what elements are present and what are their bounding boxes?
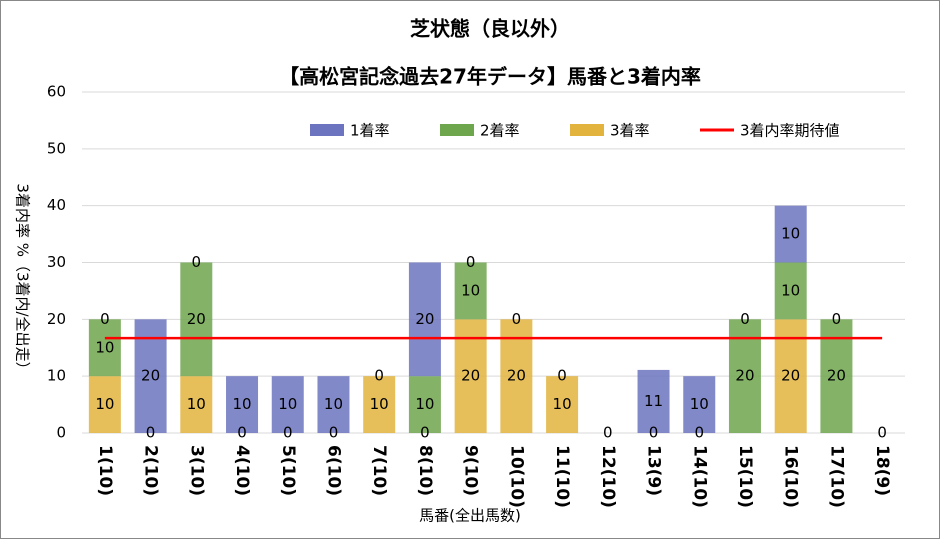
- y-tick-label: 0: [56, 424, 66, 442]
- data-label: 10: [781, 225, 800, 243]
- x-tick-label: 6(10): [323, 445, 343, 496]
- data-label: 0: [374, 367, 384, 385]
- x-tick-label: 7(10): [369, 445, 389, 496]
- data-label: 0: [877, 424, 887, 442]
- data-label: 10: [95, 338, 114, 356]
- legend-label: 1着率: [350, 122, 390, 140]
- x-tick-label: 4(10): [232, 445, 252, 496]
- bar-segment: [180, 262, 213, 377]
- y-tick-label: 60: [47, 83, 66, 101]
- data-label: 10: [461, 281, 480, 299]
- data-label: 0: [649, 424, 659, 442]
- bar-segment: [546, 376, 579, 433]
- data-label: 0: [420, 424, 430, 442]
- bar-segment: [180, 376, 213, 433]
- x-tick-label: 12(10): [598, 445, 618, 508]
- legend-label: 2着率: [480, 122, 520, 140]
- x-tick-label: 9(10): [461, 445, 481, 496]
- data-label: 0: [832, 310, 842, 328]
- bar-segment: [88, 376, 121, 433]
- y-tick-label: 30: [47, 253, 66, 271]
- legend-swatch: [570, 124, 604, 136]
- data-label: 0: [283, 424, 293, 442]
- data-label: 20: [141, 367, 160, 385]
- bar-segment: [271, 376, 304, 433]
- x-tick-label: 5(10): [278, 445, 298, 496]
- data-label: 20: [461, 367, 480, 385]
- x-tick-label: 15(10): [735, 445, 755, 508]
- bar-segment: [637, 369, 670, 433]
- data-label: 0: [694, 424, 704, 442]
- data-label: 10: [324, 395, 343, 413]
- x-tick-label: 2(10): [141, 445, 161, 496]
- data-label: 11: [644, 392, 663, 410]
- bar-segment: [363, 376, 396, 433]
- x-tick-label: 3(10): [186, 445, 206, 496]
- x-tick-label: 10(10): [506, 445, 526, 508]
- x-axis-label: 馬番(全出馬数): [419, 507, 521, 525]
- bar-segment: [226, 376, 259, 433]
- data-label: 20: [827, 367, 846, 385]
- data-label: 10: [553, 395, 572, 413]
- bar-segment: [454, 262, 487, 320]
- data-label: 20: [781, 367, 800, 385]
- x-tick-label: 16(10): [781, 445, 801, 508]
- legend-swatch: [310, 124, 344, 136]
- data-label: 10: [415, 395, 434, 413]
- x-tick-label: 14(10): [689, 445, 709, 508]
- bar-segment: [408, 376, 441, 433]
- data-label: 10: [278, 395, 297, 413]
- data-label: 0: [740, 310, 750, 328]
- x-tick-label: 13(9): [644, 445, 664, 496]
- data-label: 0: [557, 367, 567, 385]
- y-tick-label: 10: [47, 367, 66, 385]
- data-label: 0: [466, 253, 476, 271]
- data-label: 10: [781, 281, 800, 299]
- data-label: 0: [512, 310, 522, 328]
- data-label: 10: [232, 395, 251, 413]
- chart-subtitle: 【高松宮記念過去27年データ】馬番と3着内率: [279, 65, 701, 89]
- y-tick-label: 20: [47, 310, 66, 328]
- x-tick-label: 1(10): [95, 445, 115, 496]
- bar-segment: [408, 262, 441, 377]
- data-label: 10: [187, 395, 206, 413]
- data-label: 20: [507, 367, 526, 385]
- data-label: 0: [603, 424, 613, 442]
- legend-label: 3着内率期待値: [740, 122, 840, 140]
- data-label: 10: [370, 395, 389, 413]
- x-tick-label: 17(10): [826, 445, 846, 508]
- x-tick-label: 11(10): [552, 445, 572, 508]
- bar-segment: [774, 262, 807, 320]
- data-label: 20: [187, 310, 206, 328]
- y-axis-label: 3着内率 %（3着内/全出走）: [14, 183, 32, 376]
- data-label: 10: [690, 395, 709, 413]
- data-label: 0: [146, 424, 156, 442]
- legend-label: 3着率: [610, 122, 650, 140]
- x-tick-label: 18(9): [872, 445, 892, 496]
- data-label: 10: [95, 395, 114, 413]
- data-label: 0: [329, 424, 339, 442]
- bar-segment: [683, 376, 716, 433]
- legend-swatch: [440, 124, 474, 136]
- data-label: 0: [192, 253, 202, 271]
- y-tick-label: 50: [47, 139, 66, 157]
- bar-segment: [774, 205, 807, 263]
- y-tick-label: 40: [47, 196, 66, 214]
- data-label: 0: [237, 424, 247, 442]
- data-label: 0: [100, 310, 110, 328]
- x-tick-label: 8(10): [415, 445, 435, 496]
- bar-segment: [88, 319, 121, 377]
- chart-title: 芝状態（良以外）: [410, 17, 570, 41]
- data-label: 20: [415, 310, 434, 328]
- data-label: 20: [735, 367, 754, 385]
- bar-segment: [317, 376, 350, 433]
